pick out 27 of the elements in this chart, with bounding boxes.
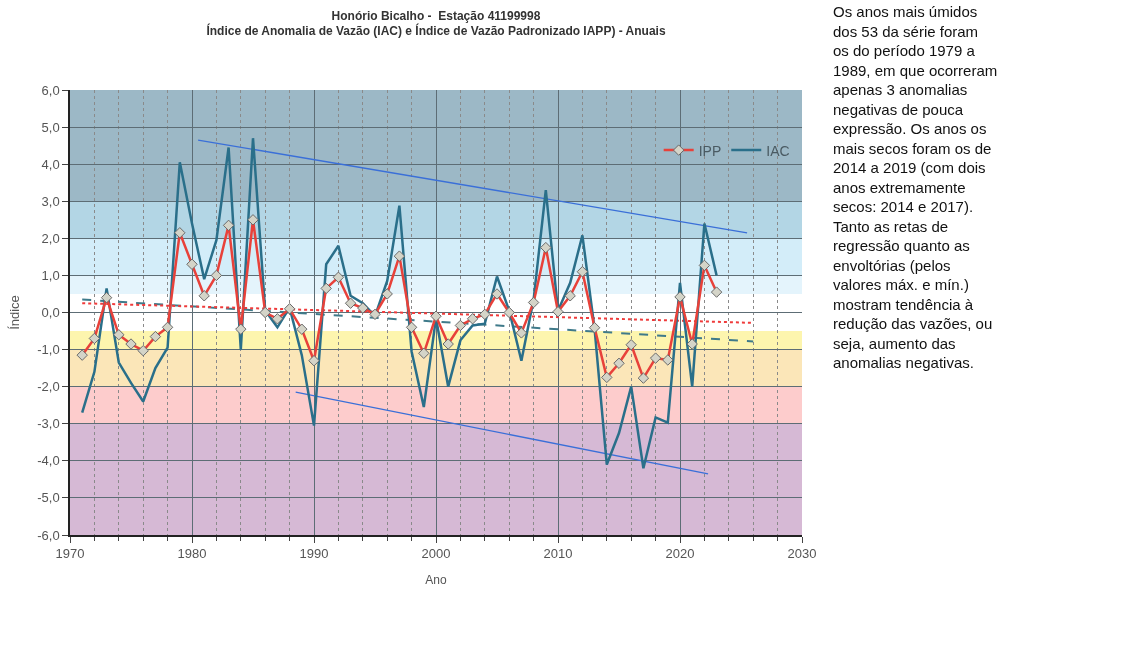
legend-label: IPP: [698, 142, 722, 159]
y-tick-label: 0,0: [41, 305, 60, 321]
x-tick-label: 2020: [665, 546, 695, 562]
y-tick-label: -5,0: [37, 490, 60, 506]
y-tick-label: 5,0: [41, 119, 60, 135]
x-tick-label: 2010: [543, 546, 573, 562]
x-tick-label: 2030: [787, 546, 817, 562]
y-tick-label: 4,0: [41, 156, 60, 172]
y-axis-title: Índice: [6, 295, 22, 330]
y-tick-label: -3,0: [37, 416, 60, 432]
x-tick-label: 1970: [55, 546, 85, 562]
legend-label: IAC: [766, 142, 790, 159]
y-tick-label: -4,0: [37, 453, 60, 469]
y-tick-label: 6,0: [41, 82, 60, 98]
y-tick-label: -6,0: [37, 527, 60, 543]
y-tick-label: -1,0: [37, 342, 60, 358]
x-tick-label: 2000: [421, 546, 451, 562]
y-tick-label: 1,0: [41, 267, 60, 283]
y-tick-label: 3,0: [41, 193, 60, 209]
x-tick-label: 1990: [299, 546, 329, 562]
x-axis-title: Ano: [425, 572, 447, 587]
chart-title: Honório Bicalho - Estação 41199998: [331, 8, 541, 23]
y-tick-label: 2,0: [41, 230, 60, 246]
y-tick-label: -2,0: [37, 379, 60, 395]
text: Os anos mais úmidos dos 53 da série foram os do período 1979 a 1989, em que ocorreram apenas 3 anomalias negativas de pouca expressão. Os anos os mais secos foram os de 2014 a 2019 (com dois anos extremamente secos: 2014 e 2017). Tanto as retas de regressão quanto as envoltórias (pelos valores máx. e mín.) mostram tendência à redução das vazões, ou seja, aumento das anomalias negativas.: [833, 3, 998, 371]
x-tick-label: 1980: [177, 546, 207, 562]
chart-subtitle: Índice de Anomalia de Vazão (IAC) e Índice de Vazão Padronizado IAPP) - Anuais: [206, 23, 666, 39]
